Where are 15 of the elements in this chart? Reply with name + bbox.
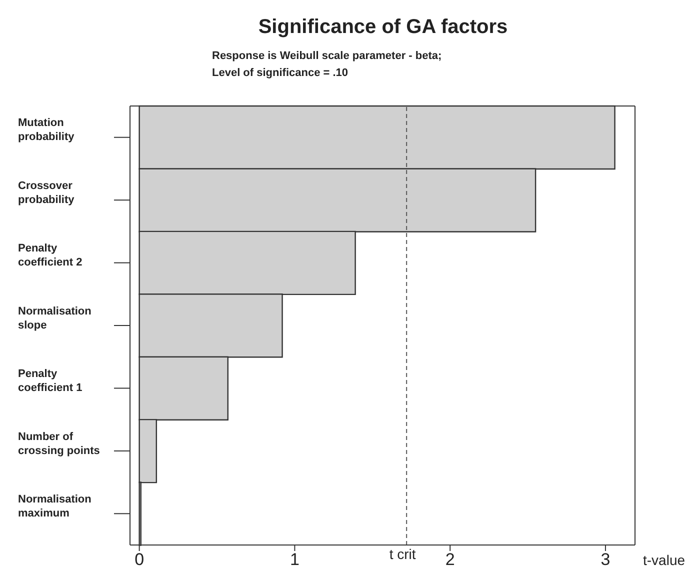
chart-title: Significance of GA factors <box>257 16 509 39</box>
ref-line-label: t crit <box>389 546 416 562</box>
y-tick-label: Mutation probability <box>18 117 76 144</box>
x-tick-label: 1 <box>290 550 300 570</box>
y-tick-label: Penalty coefficient 2 <box>18 242 82 269</box>
x-tick-label: 3 <box>600 550 610 570</box>
x-axis-title: t-value <box>643 552 686 568</box>
y-tick-label: Penalty coefficient 1 <box>18 368 82 394</box>
x-tick-label: 0 <box>134 550 144 570</box>
x-tick-label: 2 <box>445 550 455 570</box>
y-tick-label: Crossover probability <box>18 180 76 206</box>
y-tick-label: Normalisation maximum <box>18 493 92 520</box>
y-tick-label: Number of crossing points <box>18 430 100 457</box>
chart-subtitle: Response is Weibull scale parameter - beta; Level of significance = .10 <box>212 49 442 81</box>
y-tick-label: Normalisation slope <box>18 305 92 332</box>
